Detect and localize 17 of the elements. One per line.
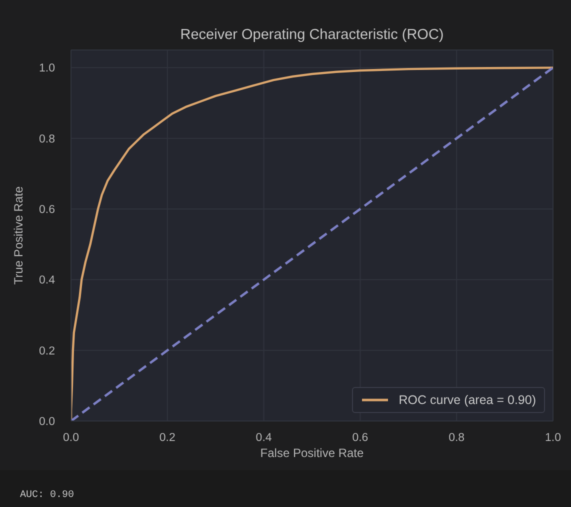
x-tick-label: 0.8 xyxy=(448,432,465,444)
text: AUC: 0.90 xyxy=(20,490,74,501)
y-tick-label: 0.6 xyxy=(39,204,55,216)
x-tick-label: 1.0 xyxy=(545,432,561,444)
legend-label: ROC curve (area = 0.90) xyxy=(398,393,536,407)
chart-title: Receiver Operating Characteristic (ROC) xyxy=(179,27,445,43)
x-tick-label: 0.2 xyxy=(159,432,176,444)
y-tick-label: 0.4 xyxy=(39,274,56,287)
y-tick-label: 0.8 xyxy=(39,133,55,146)
y-axis-title: True Positive Rate xyxy=(11,186,26,285)
y-tick-label: 0.0 xyxy=(39,416,55,428)
y-tick-label: 0.2 xyxy=(39,345,55,358)
x-axis-title: False Positive Rate xyxy=(260,446,364,460)
x-tick-label: 0.4 xyxy=(256,432,272,444)
y-tick-label: 1.0 xyxy=(39,62,55,75)
x-tick-label: 0.6 xyxy=(352,432,368,444)
x-tick-label: 0.0 xyxy=(63,432,79,444)
